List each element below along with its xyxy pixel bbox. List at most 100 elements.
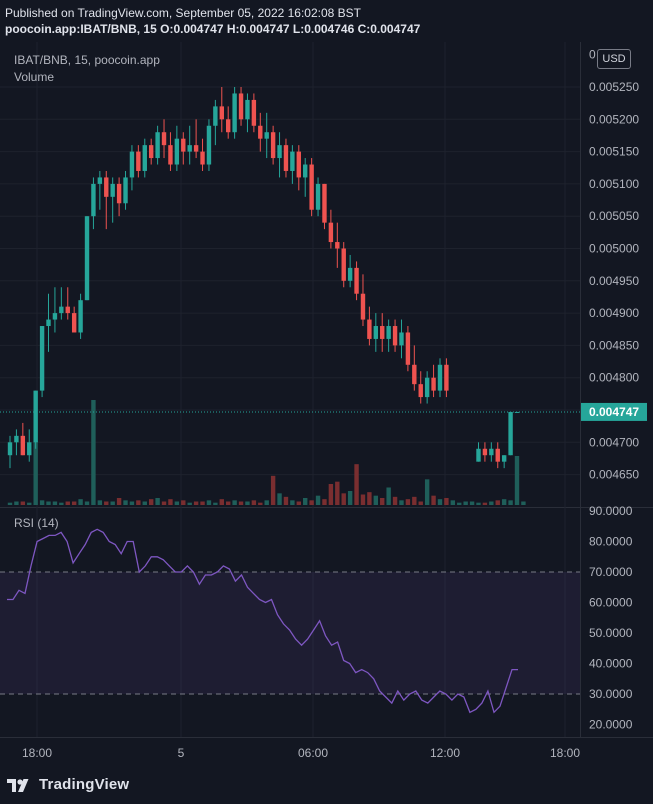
- volume-bar: [7, 502, 13, 505]
- candle-body: [193, 145, 199, 152]
- candle-body: [136, 151, 141, 171]
- candle-body: [129, 151, 135, 178]
- candle-body: [174, 138, 180, 165]
- candle-body: [33, 390, 38, 443]
- chart-title: IBAT/BNB, 15, poocoin.app: [14, 53, 160, 67]
- candle-body: [508, 411, 513, 456]
- candle-body: [386, 326, 391, 339]
- candle-body: [71, 313, 77, 333]
- candle-body: [482, 448, 488, 456]
- volume-bar: [258, 502, 263, 505]
- candle-body: [328, 222, 334, 243]
- price-chart[interactable]: 0.0046500.0047000.0047500.0048000.004850…: [0, 42, 653, 768]
- volume-bar: [161, 501, 167, 505]
- volume-bar: [39, 500, 45, 505]
- candle-body: [52, 313, 58, 320]
- volume-bar: [52, 501, 58, 505]
- candle-body: [148, 145, 154, 159]
- time-tick-label: 18:00: [22, 746, 52, 760]
- volume-bar: [65, 501, 70, 505]
- candle-body: [65, 306, 70, 314]
- volume-bar: [226, 501, 231, 505]
- volume-bar: [206, 500, 212, 505]
- candle-body: [200, 151, 205, 165]
- volume-bar: [187, 502, 192, 505]
- candle-body: [290, 151, 295, 171]
- tradingview-logo[interactable]: TradingView: [7, 776, 129, 793]
- price-tick-label: 0.004900: [589, 306, 639, 320]
- volume-bar: [399, 500, 404, 505]
- candles: [7, 87, 520, 469]
- volume-bar: [245, 501, 250, 505]
- volume-bar: [174, 501, 180, 505]
- candle-body: [110, 183, 115, 197]
- volume-bar: [315, 495, 321, 505]
- candle-body: [424, 377, 430, 398]
- volume-bar: [501, 499, 507, 505]
- volume-bar: [283, 496, 289, 505]
- volume-bar: [129, 501, 135, 505]
- candle-body: [232, 93, 237, 133]
- volume-bar: [354, 464, 359, 505]
- price-tick-label: 0.005150: [589, 145, 639, 159]
- price-tick-label-partial: 0: [589, 48, 596, 62]
- candle-body: [251, 99, 257, 126]
- volume-bar: [238, 501, 244, 505]
- volume-bar: [367, 492, 372, 505]
- candle-body: [39, 326, 45, 391]
- volume-bar: [341, 493, 346, 505]
- candle-body: [303, 164, 308, 178]
- volume-bars: [7, 400, 526, 505]
- footer: [0, 768, 653, 804]
- volume-bar: [91, 400, 96, 505]
- price-tick-label: 0.004950: [589, 274, 639, 288]
- last-price-tag: [581, 402, 647, 421]
- volume-bar: [270, 475, 276, 505]
- candle-body: [489, 448, 494, 456]
- candle-body: [418, 384, 423, 398]
- candle-body: [347, 267, 353, 281]
- symbol-ohlc-line: poocoin.app:IBAT/BNB, 15 O:0.004747 H:0.…: [5, 22, 421, 36]
- volume-bar: [264, 500, 269, 505]
- candle-body: [123, 177, 128, 204]
- candle-body: [431, 377, 436, 391]
- candle-body: [309, 164, 314, 210]
- volume-bar: [457, 502, 462, 505]
- price-tick-label: 0.004800: [589, 371, 639, 385]
- rsi-tick-label: 40.0000: [589, 657, 633, 671]
- volume-bar: [431, 495, 436, 505]
- volume-bar: [296, 501, 301, 505]
- rsi-band-fill: [0, 572, 580, 694]
- price-tick-label: 0.004700: [589, 435, 639, 449]
- volume-bar: [309, 500, 314, 505]
- volume-bar: [303, 498, 308, 505]
- volume-bar: [476, 502, 481, 505]
- volume-bar: [219, 499, 224, 505]
- volume-bar: [405, 499, 411, 505]
- candle-body: [399, 332, 404, 346]
- candle-body: [277, 145, 282, 159]
- price-tick-label: 0.004650: [589, 468, 639, 482]
- volume-bar: [213, 502, 218, 505]
- candle-body: [476, 448, 481, 462]
- time-tick-label: 18:00: [550, 746, 580, 760]
- candle-body: [206, 125, 212, 165]
- volume-bar: [508, 500, 513, 505]
- candle-body: [270, 132, 276, 159]
- currency-button[interactable]: USD: [597, 49, 631, 69]
- candle-body: [296, 151, 301, 178]
- candle-body: [187, 145, 192, 152]
- candle-body: [78, 300, 83, 333]
- volume-bar: [136, 500, 141, 505]
- volume-bar: [444, 498, 449, 505]
- volume-bar: [290, 500, 295, 505]
- volume-bar: [59, 502, 64, 505]
- volume-bar: [482, 502, 488, 505]
- volume-bar: [84, 501, 90, 505]
- candle-body: [495, 448, 500, 462]
- volume-bar: [200, 501, 205, 505]
- candle-body: [245, 99, 250, 120]
- volume-bar: [450, 500, 456, 505]
- price-tick-label: 0.005000: [589, 242, 639, 256]
- candle-body: [444, 364, 449, 391]
